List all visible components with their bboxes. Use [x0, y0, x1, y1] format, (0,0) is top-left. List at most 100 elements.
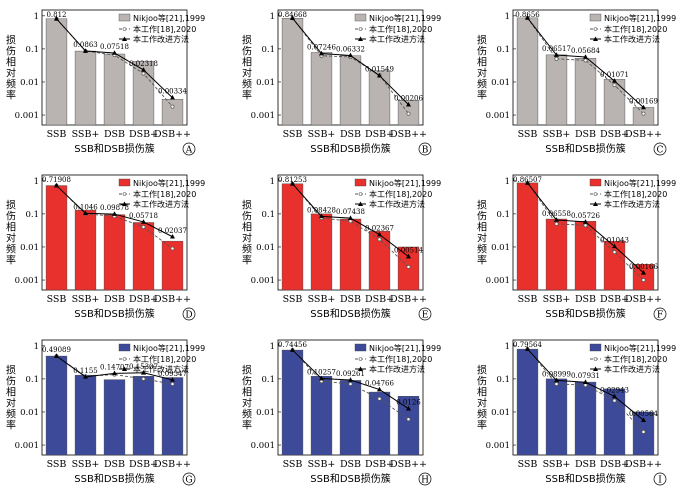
y-axis-label-char: 伤	[6, 45, 16, 58]
x-tick-label: DSB+	[600, 459, 629, 470]
x-tick-label: SSB+	[543, 294, 571, 305]
y-axis-label-char: 相	[6, 221, 16, 234]
y-tick-label: 0.01	[491, 243, 510, 253]
x-tick-label: SSB+	[72, 459, 100, 470]
series-point-dashed	[406, 417, 411, 422]
series-point-solid	[112, 211, 117, 216]
bar-dsbp	[132, 376, 155, 456]
bar-dsb	[574, 58, 597, 126]
x-tick-label: DSB++	[154, 129, 191, 140]
legend-swatch-bar	[589, 178, 602, 187]
x-tick-label: DSB+	[365, 129, 394, 140]
y-tick-label: 1	[270, 342, 275, 352]
data-label: 0.1155	[73, 367, 98, 375]
series-point-solid	[290, 181, 295, 186]
data-label: 0.05726	[571, 212, 600, 220]
x-tick-label: DSB++	[625, 294, 662, 305]
series-point-solid	[583, 54, 588, 59]
panel-letter: F	[657, 311, 663, 321]
bar-ssb	[516, 17, 539, 126]
y-axis-label-char: 频	[6, 408, 16, 421]
y-axis-label-char: 对	[6, 397, 16, 410]
x-tick-label: DSB++	[625, 129, 662, 140]
y-axis-label-char: 频	[477, 408, 487, 421]
series-point-dashed	[377, 237, 382, 242]
y-tick-label: 0.1	[25, 210, 39, 220]
y-axis-label-char: 伤	[477, 375, 487, 388]
y-tick-label: 0.001	[15, 276, 39, 286]
data-label: 0.74456	[278, 341, 307, 349]
bar-dsbpp	[161, 99, 184, 126]
panel-letter: E	[422, 311, 429, 321]
legend-marker-solid	[593, 201, 598, 206]
y-tick-label: 0.01	[256, 78, 275, 88]
bar-dsbpp	[397, 395, 420, 456]
y-axis-label-char: 相	[242, 386, 252, 399]
legend-label-solid: 本工作改进方法	[133, 364, 189, 374]
panel-letter: I	[658, 476, 662, 486]
series-point-dashed	[141, 376, 146, 381]
legend-label-solid: 本工作改进方法	[604, 364, 660, 374]
data-label: 0.49089	[42, 346, 71, 354]
series-point-solid	[406, 405, 411, 411]
series-point-solid	[348, 215, 353, 220]
y-axis-label-char: 频	[477, 78, 487, 91]
y-tick-label: 0.001	[251, 441, 275, 451]
series-point-solid	[319, 375, 324, 381]
bar-dsbpp	[161, 240, 184, 291]
legend-label-solid: 本工作改进方法	[604, 34, 660, 44]
series-point-solid	[612, 393, 617, 399]
y-axis-label-char: 伤	[6, 210, 16, 223]
x-axis-label: SSB和DSB损伤簇	[310, 472, 390, 485]
y-axis-label-char: 相	[6, 56, 16, 69]
y-axis-label-char: 损	[242, 199, 252, 212]
series-point-dashed	[348, 382, 353, 386]
x-tick-label: DSB++	[154, 459, 191, 470]
series-point-solid	[141, 219, 146, 224]
y-tick-label: 0.01	[491, 408, 510, 418]
panel-letter-circle	[418, 307, 432, 321]
series-point-solid	[554, 52, 559, 57]
y-axis-label-char: 损	[242, 34, 252, 47]
bar-ssb	[281, 183, 304, 291]
series-point-dashed	[170, 246, 175, 251]
data-label: 0.14707	[100, 363, 129, 371]
x-axis-label: SSB和DSB损伤簇	[74, 142, 154, 155]
series-point-solid	[83, 48, 88, 53]
y-axis-label-char: 相	[477, 221, 487, 234]
panel-letter-circle	[182, 472, 196, 486]
x-axis-label: SSB和DSB损伤簇	[310, 307, 390, 320]
y-axis-label-char: 对	[6, 232, 16, 245]
data-label: 0.01549	[365, 66, 394, 74]
bar-dsbp	[603, 240, 626, 291]
series-point-solid	[612, 243, 617, 249]
series-point-solid	[348, 377, 353, 382]
series-point-solid	[377, 72, 382, 78]
legend-label-bar: Nikjoo等[21],1999	[369, 13, 441, 23]
series-point-dashed	[641, 429, 646, 434]
y-axis-label-char: 损	[477, 34, 487, 47]
legend-marker-dashed	[358, 357, 363, 361]
series-point-solid	[319, 213, 324, 219]
y-tick-label: 0.1	[25, 45, 39, 55]
x-tick-label: DSB++	[390, 129, 427, 140]
legend-swatch-bar	[118, 343, 131, 352]
series-point-solid	[170, 377, 175, 382]
data-label: 0.81253	[278, 176, 307, 184]
bar-dsb	[103, 53, 126, 126]
panel-letter-circle	[653, 472, 667, 486]
data-label: 0.71908	[42, 176, 71, 184]
bar-ssb	[516, 348, 539, 456]
x-tick-label: DSB++	[390, 459, 427, 470]
y-tick-label: 1	[34, 12, 39, 22]
legend-label-dashed: 本工作[18],2020	[604, 189, 667, 199]
series-point-solid	[290, 347, 295, 352]
legend-swatch-bar	[354, 13, 367, 22]
